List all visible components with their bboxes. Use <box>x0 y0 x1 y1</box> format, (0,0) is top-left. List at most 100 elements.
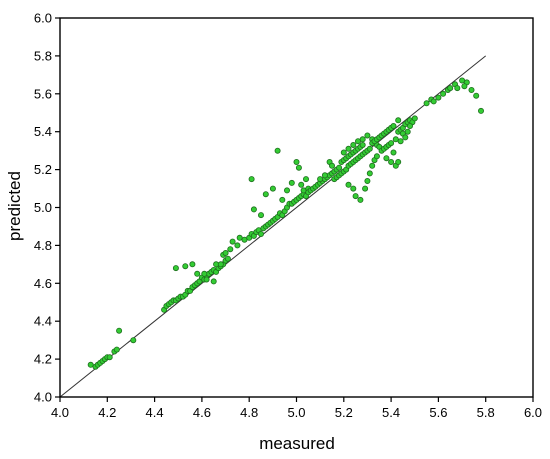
data-point <box>357 196 364 203</box>
data-point <box>364 177 371 184</box>
data-point <box>182 263 189 270</box>
data-point <box>388 158 395 165</box>
data-point <box>234 242 241 249</box>
data-point <box>373 153 380 160</box>
reference-line-layer <box>59 55 487 398</box>
data-point <box>321 172 328 179</box>
data-point <box>328 162 335 169</box>
data-point <box>397 138 404 145</box>
data-point <box>293 158 300 165</box>
data-point <box>430 98 437 105</box>
y-tick-label: 5.4 <box>34 124 52 139</box>
axes-layer <box>55 17 534 402</box>
data-point <box>350 141 357 148</box>
data-points-layer <box>87 77 484 370</box>
data-point <box>406 123 413 130</box>
data-point <box>113 346 120 353</box>
data-point <box>106 354 113 361</box>
data-point <box>227 246 234 253</box>
data-point <box>302 176 309 183</box>
data-point <box>352 193 359 200</box>
data-point <box>257 230 264 237</box>
data-point <box>248 176 255 183</box>
data-point <box>217 261 224 268</box>
y-tick-labels: 4.0 4.2 4.4 4.6 4.8 5.0 5.2 5.4 5.6 5.8 6.0 <box>34 11 52 405</box>
data-point <box>288 179 295 186</box>
x-tick-label: 4.6 <box>193 405 211 420</box>
y-tick-label: 4.4 <box>34 314 52 329</box>
data-point <box>369 162 376 169</box>
data-point <box>340 149 347 156</box>
data-point <box>350 185 357 192</box>
data-point <box>336 164 343 171</box>
data-point <box>130 337 137 344</box>
data-point <box>364 132 371 139</box>
data-point <box>317 176 324 183</box>
data-point <box>194 270 201 277</box>
y-tick-label: 5.2 <box>34 162 52 177</box>
y-tick-label: 4.2 <box>34 352 52 367</box>
data-point <box>222 249 229 256</box>
x-tick-label: 5.2 <box>335 405 353 420</box>
data-point <box>210 278 217 285</box>
data-point <box>404 128 411 135</box>
y-tick-label: 5.8 <box>34 48 52 63</box>
data-point <box>189 261 196 268</box>
data-point <box>201 270 208 277</box>
data-point <box>269 185 276 192</box>
data-point <box>345 145 352 152</box>
data-point <box>250 206 257 213</box>
data-point <box>283 187 290 194</box>
data-point <box>388 140 395 147</box>
y-tick-label: 5.6 <box>34 86 52 101</box>
data-point <box>224 255 231 262</box>
data-point <box>435 94 442 101</box>
y-tick-label: 4.0 <box>34 390 52 405</box>
data-point <box>395 117 402 124</box>
x-tick-label: 4.2 <box>98 405 116 420</box>
data-point <box>366 145 373 152</box>
x-tick-labels: 4.0 4.2 4.4 4.6 4.8 5.0 5.2 5.4 5.6 5.8 6.0 <box>51 405 542 420</box>
data-point <box>279 196 286 203</box>
data-point <box>229 238 236 245</box>
data-point <box>298 181 305 188</box>
data-point <box>411 115 418 122</box>
x-axis-title: measured <box>259 434 335 453</box>
x-tick-label: 6.0 <box>524 405 542 420</box>
y-tick-label: 6.0 <box>34 11 52 26</box>
data-point <box>395 158 402 165</box>
data-point <box>447 85 454 92</box>
data-point <box>454 85 461 92</box>
data-point <box>257 212 264 219</box>
data-point <box>359 141 366 148</box>
data-point <box>402 134 409 141</box>
data-point <box>172 265 179 272</box>
y-tick-label: 4.6 <box>34 276 52 291</box>
data-point <box>366 170 373 177</box>
data-point <box>440 90 447 97</box>
x-tick-label: 5.4 <box>382 405 400 420</box>
x-tick-label: 5.8 <box>477 405 495 420</box>
y-axis-title: predicted <box>5 171 24 241</box>
data-point <box>345 181 352 188</box>
data-point <box>423 100 430 107</box>
data-point <box>295 164 302 171</box>
data-point <box>274 147 281 154</box>
data-point <box>203 276 210 283</box>
data-point <box>362 185 369 192</box>
y-tick-label: 5.0 <box>34 200 52 215</box>
data-point <box>359 136 366 143</box>
data-point <box>390 149 397 156</box>
data-point <box>383 155 390 162</box>
x-tick-label: 5.6 <box>429 405 447 420</box>
x-tick-label: 4.0 <box>51 405 69 420</box>
data-point <box>461 83 468 90</box>
data-point <box>262 191 269 198</box>
x-tick-label: 5.0 <box>287 405 305 420</box>
y-tick-label: 4.8 <box>34 238 52 253</box>
data-point <box>473 92 480 99</box>
data-point <box>468 87 475 94</box>
x-tick-label: 4.4 <box>146 405 164 420</box>
data-point <box>116 327 123 334</box>
